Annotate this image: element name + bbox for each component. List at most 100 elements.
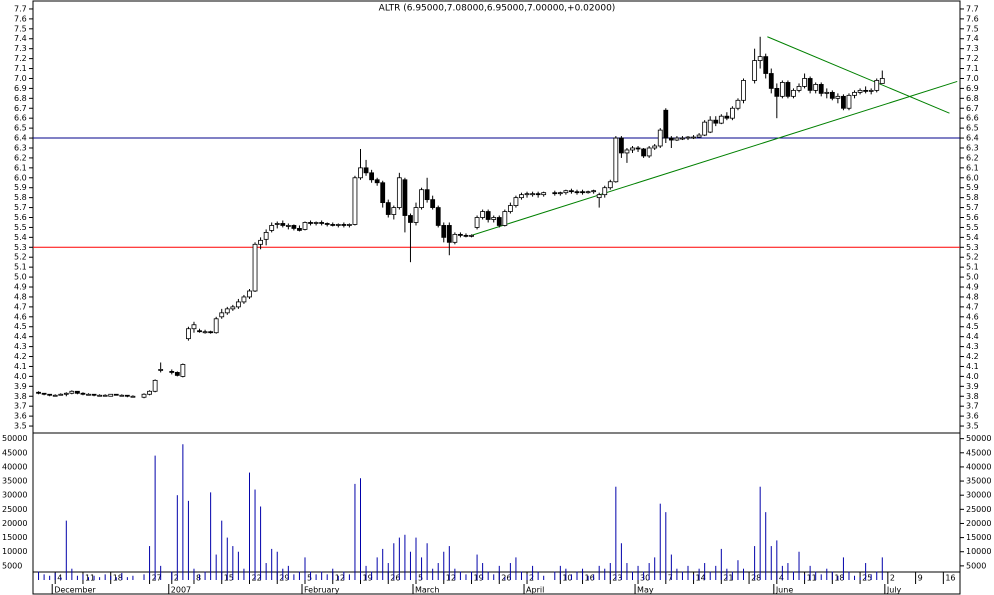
candle-body (41, 392, 47, 395)
x-tick-label: 5 (307, 574, 312, 583)
candle-body (274, 223, 280, 225)
x-tick-label: 23 (612, 574, 622, 583)
candle-body (330, 224, 336, 226)
y-tick-label: 7.3 (966, 44, 979, 53)
y-tick-label-left: 6.8 (14, 94, 27, 103)
y-tick-label: 6.3 (966, 143, 979, 152)
candle-body (480, 211, 486, 218)
candle-body (502, 211, 508, 226)
y-tick-label-left: 6.4 (14, 134, 27, 143)
y-tick-label-left: 4.5 (14, 322, 27, 331)
candle-body (730, 107, 735, 119)
candle-body (663, 109, 669, 139)
candle-body (879, 78, 885, 84)
candle-body (785, 82, 791, 97)
candle-body (308, 222, 313, 224)
candle-body (452, 233, 458, 243)
x-tick-label: 11 (807, 574, 817, 583)
y-tick-label-left: 5.5 (14, 223, 27, 232)
y-tick-label: 7.4 (966, 34, 979, 43)
candle-body (358, 167, 363, 179)
candle-body (846, 94, 852, 109)
candle-body (613, 137, 619, 183)
y-tick-label: 7.5 (966, 24, 979, 33)
volume-tick-label-left: 30000 (2, 491, 27, 500)
candle-body (435, 207, 441, 226)
candle-body (596, 194, 602, 199)
candle-body (741, 80, 746, 101)
x-tick-label: 7 (668, 574, 673, 583)
month-label: December (54, 586, 96, 595)
candle-body (80, 392, 86, 395)
y-tick-label: 6.6 (966, 114, 979, 123)
candle-body (380, 182, 386, 204)
y-tick-label: 5.0 (966, 273, 979, 282)
candle-body (852, 91, 857, 96)
candle-body (291, 225, 297, 229)
y-tick-label-left: 6.9 (14, 84, 27, 93)
y-tick-label: 3.7 (966, 402, 979, 411)
y-tick-label-left: 6.7 (14, 104, 27, 113)
y-tick-label: 6.4 (966, 134, 979, 143)
candle-body (791, 89, 796, 97)
candle-body (341, 224, 347, 226)
y-tick-label: 5.9 (966, 183, 979, 192)
x-tick-label: 10 (562, 574, 572, 583)
candle-body (863, 89, 869, 92)
candle-body (713, 119, 719, 124)
candle-body (241, 296, 247, 303)
candle-body (258, 239, 263, 245)
x-tick-label: 12 (335, 574, 345, 583)
candle-body (252, 243, 258, 292)
y-tick-label: 5.6 (966, 213, 979, 222)
y-tick-label-left: 6.0 (14, 173, 27, 182)
candle-body (474, 217, 480, 228)
candle-body (396, 177, 402, 208)
candle-body (391, 207, 397, 215)
candle-body (69, 390, 75, 394)
candle-body (324, 223, 330, 225)
candle-body (607, 181, 613, 189)
candle-body (374, 179, 380, 184)
candle-body (824, 91, 830, 94)
y-tick-label-left: 4.1 (14, 362, 27, 371)
x-tick-label: 2 (174, 574, 179, 583)
y-tick-label: 4.2 (966, 352, 979, 361)
y-tick-label: 6.2 (966, 153, 979, 162)
candle-body (507, 205, 513, 212)
candle-body (147, 390, 152, 395)
y-tick-label: 7.1 (966, 64, 979, 73)
candle-body (835, 95, 841, 99)
candle-body (707, 119, 713, 133)
candle-body (446, 225, 452, 243)
chart-title: ALTR (6.95000,7.08000,6.95000,7.00000,+0… (379, 4, 616, 14)
y-tick-label-left: 4.7 (14, 302, 27, 311)
candle-body (813, 84, 819, 91)
y-tick-label-left: 6.6 (14, 114, 27, 123)
x-tick-label: 21 (723, 574, 733, 583)
candle-body (841, 95, 846, 109)
y-tick-label-left: 6.3 (14, 143, 27, 152)
volume-tick-label: 50000 (966, 434, 991, 443)
candle-body (646, 147, 652, 157)
volume-tick-label-left: 35000 (2, 477, 27, 486)
candle-body (113, 393, 119, 396)
y-tick-label: 3.5 (966, 422, 979, 431)
y-tick-label: 6.7 (966, 104, 979, 113)
candle-body (724, 115, 730, 119)
x-tick-label: 9 (918, 574, 923, 583)
y-tick-label-left: 4.3 (14, 342, 27, 351)
candle-body (569, 190, 574, 193)
y-tick-label-left: 5.0 (14, 273, 27, 282)
candle-body (674, 137, 680, 141)
candle-body (635, 147, 641, 150)
candle-body (63, 392, 69, 395)
candle-body (419, 189, 424, 208)
candle-body (36, 391, 41, 394)
candle-body (363, 167, 369, 174)
volume-tick-label-left: 45000 (2, 448, 27, 457)
candle-body (541, 192, 547, 196)
x-tick-label: 16 (945, 574, 955, 583)
y-tick-label-left: 4.0 (14, 372, 27, 381)
